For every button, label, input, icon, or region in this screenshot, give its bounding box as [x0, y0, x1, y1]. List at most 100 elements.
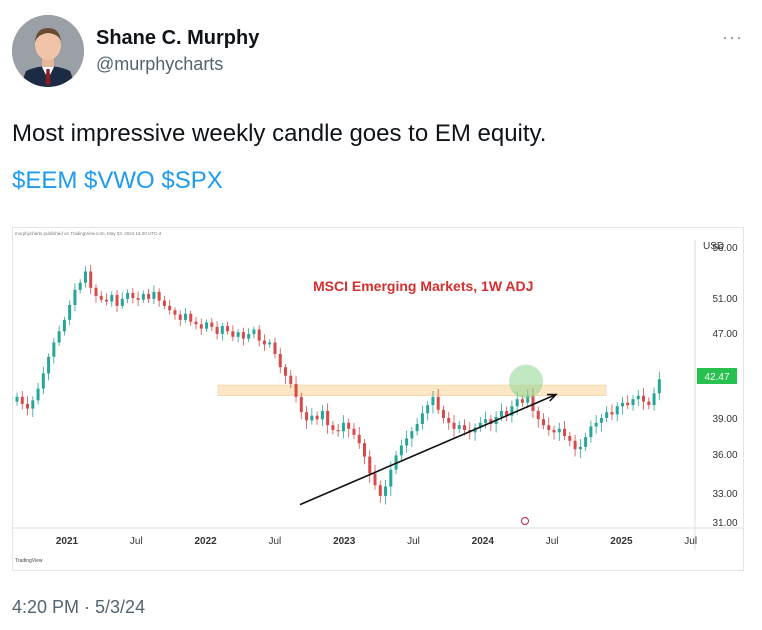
- candle-body: [257, 329, 261, 341]
- candle-body: [294, 383, 298, 397]
- candle-body: [41, 373, 45, 389]
- candle-body: [62, 319, 66, 332]
- candle-body: [284, 367, 288, 376]
- candle-body: [252, 329, 256, 334]
- candle-body: [563, 428, 567, 436]
- x-tick-label: 2024: [472, 536, 495, 547]
- candle-body: [531, 395, 535, 411]
- candle-body: [647, 401, 651, 406]
- candle-body: [152, 291, 156, 299]
- candle-body: [457, 425, 461, 429]
- author-name[interactable]: Shane C. Murphy: [96, 27, 260, 49]
- candle-body: [505, 410, 509, 416]
- y-tick-label: 33.00: [712, 489, 737, 500]
- candle-body: [578, 446, 582, 450]
- event-marker-icon[interactable]: [521, 517, 529, 525]
- candle-body: [594, 422, 598, 427]
- avatar[interactable]: [12, 15, 84, 87]
- x-tick-label: Jul: [684, 536, 697, 547]
- candle-body: [642, 395, 646, 402]
- candle-body: [610, 412, 614, 415]
- candle-body: [26, 403, 30, 409]
- candle-body: [241, 332, 245, 339]
- candle-body: [599, 418, 603, 423]
- trendline-arrowhead: [546, 393, 558, 402]
- candle-body: [215, 326, 219, 334]
- candle-body: [68, 305, 72, 320]
- candle-body: [247, 333, 251, 339]
- last-price-badge: [697, 368, 737, 384]
- candle-body: [289, 375, 293, 384]
- candle-body: [47, 356, 51, 374]
- tradingview-watermark: TradingView: [15, 558, 43, 564]
- cashtag-spx[interactable]: $SPX: [161, 167, 223, 194]
- candle-body: [162, 300, 166, 306]
- candle-body: [99, 295, 103, 300]
- candle-body: [657, 379, 661, 394]
- y-tick-label: 36.00: [712, 450, 737, 461]
- y-tick-label: 47.00: [712, 329, 737, 340]
- candle-body: [268, 342, 272, 345]
- candle-body: [194, 321, 198, 325]
- candle-body: [210, 322, 214, 327]
- x-tick-label: 2025: [610, 536, 633, 547]
- last-price-label: 42.47: [704, 372, 729, 383]
- candle-body: [273, 342, 277, 354]
- candle-body: [484, 419, 488, 423]
- candle-body: [415, 424, 419, 432]
- resistance-zone: [217, 384, 607, 396]
- cashtag-eem[interactable]: $EEM: [12, 167, 78, 194]
- candle-body: [615, 406, 619, 415]
- candle-body: [605, 412, 609, 418]
- candle-body: [83, 271, 87, 283]
- candle-body: [120, 298, 124, 306]
- tweet-timestamp[interactable]: 4:20 PM · 5/3/24: [12, 597, 146, 617]
- candle-body: [157, 291, 161, 301]
- candle-body: [347, 422, 351, 429]
- x-tick-label: Jul: [546, 536, 559, 547]
- candle-body: [389, 469, 393, 487]
- candle-body: [584, 437, 588, 447]
- highlight-circle: [509, 364, 543, 399]
- publisher-note: murphycharts published on TradingView.co…: [15, 231, 162, 236]
- candle-body: [231, 331, 235, 337]
- candle-body: [373, 473, 377, 486]
- candle-body: [168, 305, 172, 311]
- candle-body: [52, 342, 56, 357]
- candle-body: [489, 419, 493, 424]
- cashtag-vwo[interactable]: $VWO: [84, 167, 155, 194]
- candle-body: [557, 428, 561, 433]
- author-handle[interactable]: @murphycharts: [96, 54, 224, 74]
- candle-body: [226, 326, 230, 332]
- candle-body: [420, 413, 424, 424]
- y-tick-label: 51.00: [712, 294, 737, 305]
- candle-body: [136, 298, 140, 300]
- candle-body: [636, 395, 640, 400]
- candle-body: [426, 405, 430, 414]
- candle-body: [305, 412, 309, 421]
- candle-body: [447, 418, 451, 423]
- candle-body: [478, 422, 482, 428]
- tweet-hashtags: $EEM $VWO $SPX: [12, 167, 223, 195]
- candle-body: [20, 396, 24, 404]
- candle-body: [326, 410, 330, 426]
- candle-body: [78, 282, 82, 290]
- candle-body: [441, 409, 445, 418]
- avatar-photo: [12, 15, 84, 87]
- candlestick-chart: murphycharts published on TradingView.co…: [13, 231, 743, 564]
- candle-body: [589, 426, 593, 438]
- y-tick-label: 39.00: [712, 414, 737, 425]
- candle-body: [510, 406, 514, 416]
- candle-body: [110, 294, 114, 302]
- chart-image[interactable]: murphycharts published on TradingView.co…: [12, 227, 744, 571]
- x-tick-label: 2021: [56, 536, 79, 547]
- more-options-icon[interactable]: ···: [722, 27, 743, 47]
- candle-body: [299, 396, 303, 413]
- candle-body: [94, 287, 98, 296]
- candle-body: [189, 313, 193, 322]
- candle-body: [89, 271, 93, 288]
- candle-body: [183, 313, 187, 320]
- tweet-text: Most impressive weekly candle goes to EM…: [12, 120, 547, 147]
- candle-body: [147, 293, 151, 299]
- candle-body: [499, 410, 503, 417]
